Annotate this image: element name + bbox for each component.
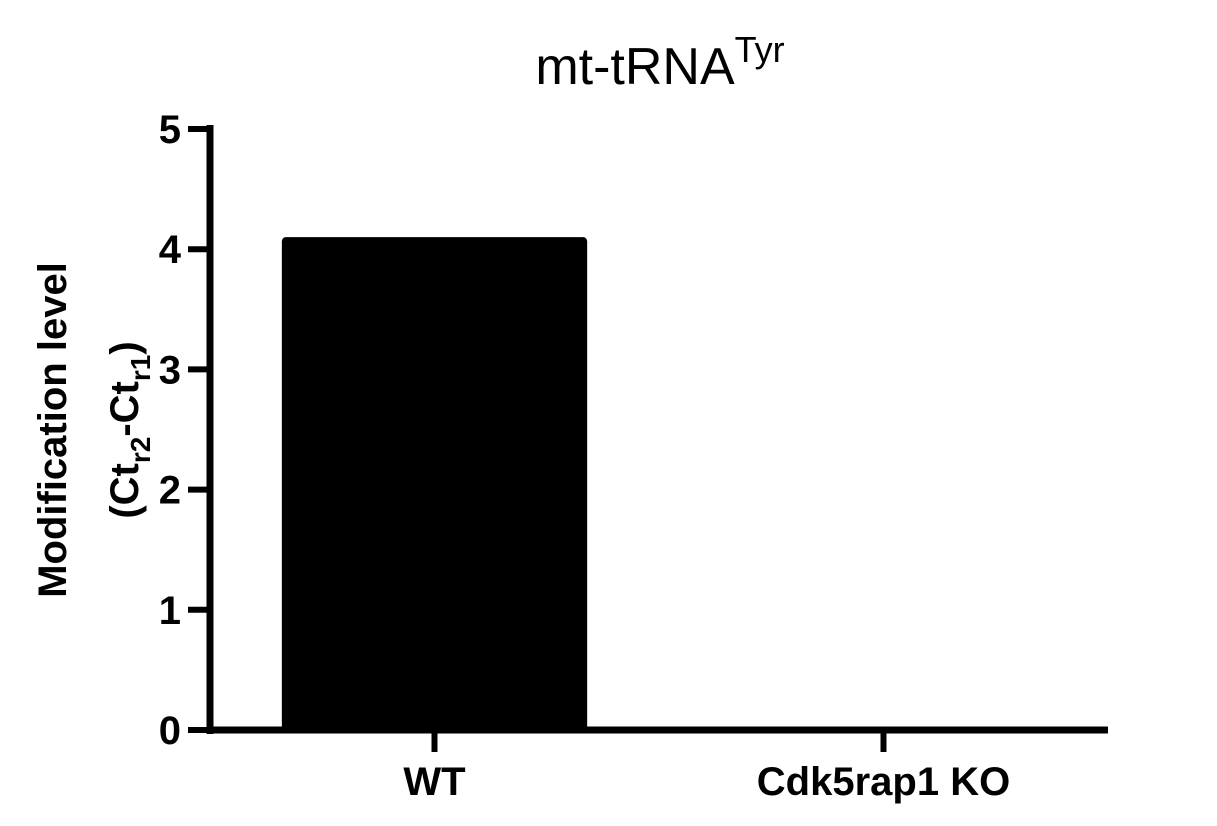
y-ticks: 0 1 2 3 4 5 <box>159 108 210 753</box>
x-ticks: WT Cdk5rap1 KO <box>403 730 1010 804</box>
y-tick-label: 1 <box>159 589 181 633</box>
y-axis-label-unit: (Ctr2-Ctr1) <box>103 341 156 518</box>
y-tick-label: 0 <box>159 709 181 753</box>
y-tick-label: 2 <box>159 469 181 513</box>
bar <box>281 237 588 730</box>
y-tick-label: 4 <box>159 228 182 272</box>
x-tick-label: Cdk5rap1 KO <box>757 760 1010 804</box>
y-axis-label: Modification level <box>31 262 75 598</box>
y-tick-label: 3 <box>159 348 181 392</box>
bars-group <box>281 237 588 730</box>
y-tick-label: 5 <box>159 108 181 152</box>
x-tick-label: WT <box>403 760 465 804</box>
chart-title: mt-tRNATyr <box>535 29 784 96</box>
